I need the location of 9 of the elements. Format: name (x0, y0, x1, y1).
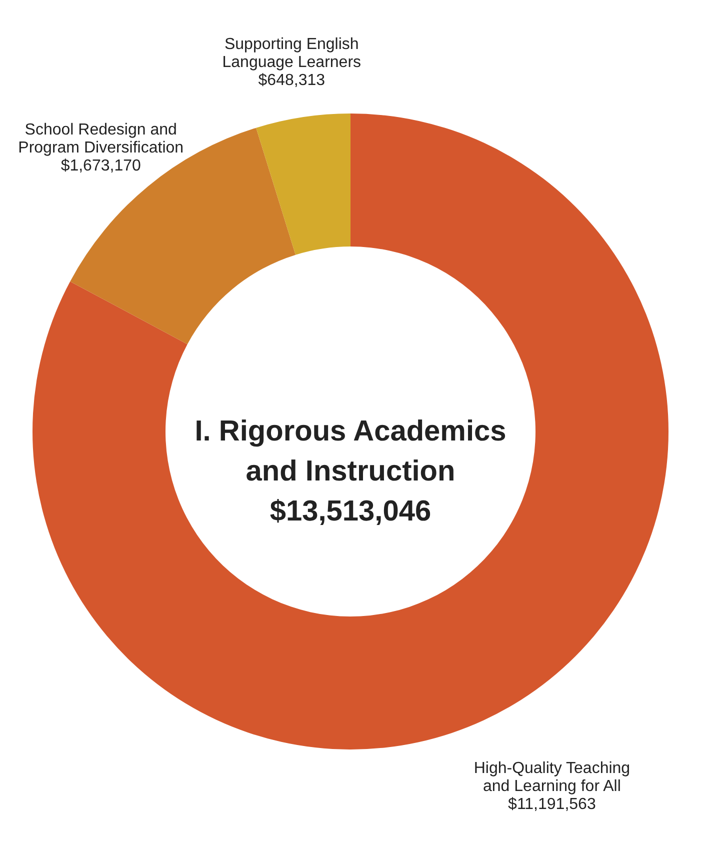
text: $13,513,046 (270, 496, 432, 528)
text: I. Rigorous Academics and Instruction (194, 416, 506, 488)
slice-label: School Redesign and Program Diversification (18, 121, 184, 156)
data-label: $11,191,563 (508, 796, 596, 813)
data-label: $1,673,170 (60, 157, 141, 174)
donut-slice (256, 114, 350, 255)
slice-label: High-Quality Teaching and Learning for All (474, 760, 630, 795)
data-label: $648,313 (258, 72, 326, 89)
slice-label: Supporting English Language Learners (222, 36, 362, 71)
